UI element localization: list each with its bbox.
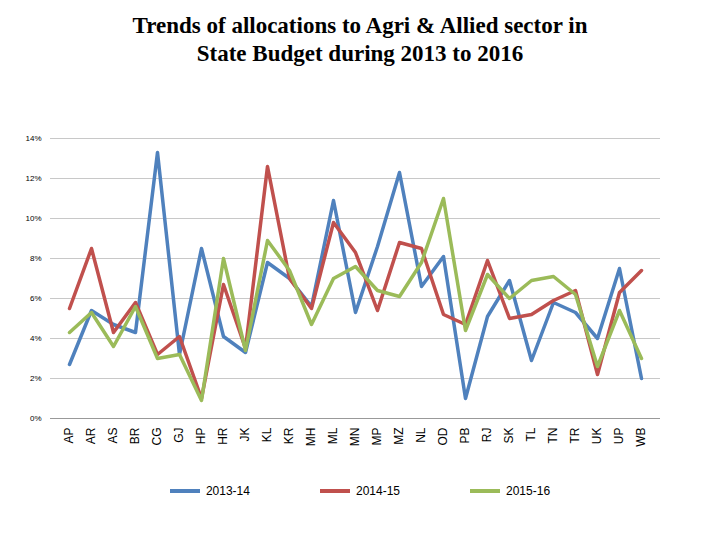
svg-text:BR: BR — [128, 427, 142, 444]
svg-text:HR: HR — [216, 427, 230, 445]
svg-text:HP: HP — [194, 428, 208, 445]
html-text:Trends of allocations to Agri: Trends of allocations to Agri & Allied s… — [132, 13, 588, 66]
svg-text:MH: MH — [304, 428, 318, 447]
svg-text:PB: PB — [458, 428, 472, 444]
svg-text:0%: 0% — [30, 414, 42, 423]
svg-text:WB: WB — [634, 428, 648, 447]
svg-text:MZ: MZ — [392, 428, 406, 445]
svg-text:CG: CG — [150, 428, 164, 446]
svg-text:4%: 4% — [30, 334, 42, 343]
svg-text:2%: 2% — [30, 374, 42, 383]
svg-text:14%: 14% — [25, 134, 41, 143]
svg-text:MN: MN — [348, 428, 362, 447]
svg-text:6%: 6% — [30, 294, 42, 303]
svg-text:KR: KR — [282, 427, 296, 444]
svg-text:KL: KL — [260, 427, 274, 442]
svg-text:TN: TN — [546, 428, 560, 444]
html-text:2015-16: 2015-16 — [506, 484, 551, 498]
svg-text:MP: MP — [370, 428, 384, 446]
svg-text:AS: AS — [106, 428, 120, 444]
svg-text:TR: TR — [568, 427, 582, 443]
svg-text:GJ: GJ — [172, 428, 186, 443]
html-text:2013-14: 2013-14 — [205, 484, 250, 498]
svg-text:NL: NL — [414, 427, 428, 443]
html-text:2014-15: 2014-15 — [356, 484, 400, 498]
svg-text:AP: AP — [62, 428, 76, 444]
svg-text:UP: UP — [612, 428, 626, 445]
svg-text:ML: ML — [326, 427, 340, 444]
svg-text:UK: UK — [590, 428, 604, 445]
svg-text:10%: 10% — [25, 214, 41, 223]
svg-text:12%: 12% — [25, 174, 41, 183]
svg-text:AR: AR — [84, 427, 98, 444]
svg-text:OD: OD — [436, 427, 450, 445]
svg-text:SK: SK — [502, 428, 516, 444]
svg-text:RJ: RJ — [480, 428, 494, 443]
svg-text:TL: TL — [524, 427, 538, 441]
svg-text:8%: 8% — [30, 254, 42, 263]
svg-text:JK: JK — [238, 428, 252, 442]
